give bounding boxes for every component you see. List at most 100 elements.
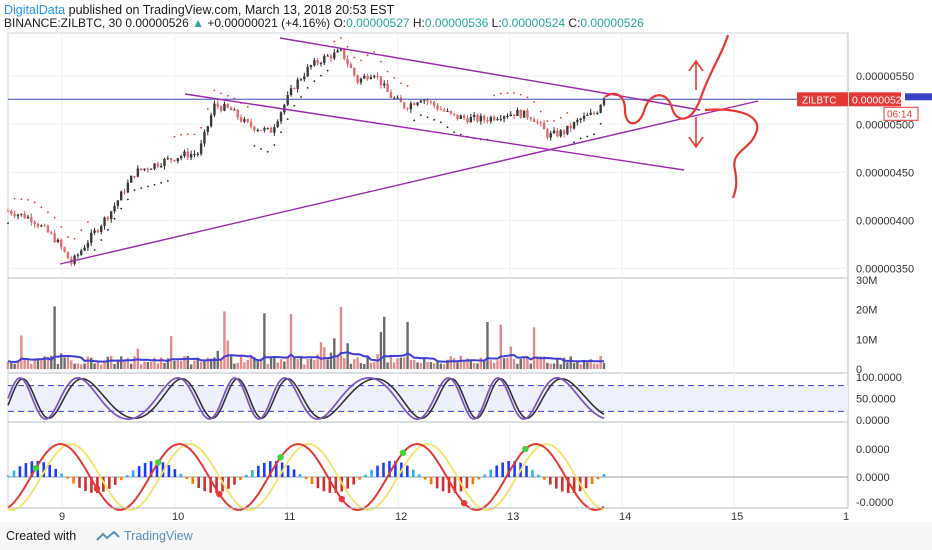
volume-bar: [83, 363, 86, 369]
osc-histogram-bar: [417, 474, 421, 477]
volume-bar: [209, 358, 213, 369]
candle-body: [562, 130, 566, 135]
trendline-upper: [279, 37, 605, 94]
candle-body: [100, 226, 103, 232]
candle-body: [186, 151, 189, 158]
volume-bar: [110, 355, 113, 369]
sar-dot: [60, 225, 63, 228]
volume-bar: [306, 358, 309, 369]
volume-bar: [196, 357, 199, 369]
sar-dot: [100, 239, 103, 241]
sar-dot: [126, 198, 129, 201]
candle-body: [276, 121, 279, 128]
osc-histogram-bar: [435, 477, 439, 489]
candle-body: [526, 110, 529, 118]
candle-body: [413, 103, 416, 105]
author-link[interactable]: DigitalData: [4, 3, 66, 17]
osc-histogram-bar: [537, 474, 540, 477]
ohlc-bar: BINANCE:ZILBTC, 30 0.00000526 ▲ +0.00000…: [4, 16, 644, 31]
candle-body: [226, 104, 229, 108]
volume-bar: [16, 360, 20, 369]
candle-body: [592, 112, 596, 114]
volume-bar: [419, 363, 423, 369]
candle-body: [86, 242, 90, 248]
volume-bar: [496, 360, 499, 369]
osc-histogram-bar: [54, 468, 57, 477]
volume-bar: [223, 311, 226, 369]
volume-bar: [229, 356, 233, 369]
candle-body: [83, 247, 86, 251]
sar-dot: [93, 249, 96, 251]
volume-bar: [423, 358, 426, 369]
osc-cross-dot: [399, 449, 407, 456]
volume-bar: [269, 356, 273, 369]
candle-body: [93, 230, 96, 233]
timer-label: 06:14: [887, 109, 912, 120]
volume-bar: [319, 342, 323, 369]
candle-body: [536, 121, 539, 123]
volume-bar: [90, 357, 93, 369]
candle-body: [393, 97, 396, 99]
candle-body: [442, 109, 446, 112]
volume-bar: [199, 361, 203, 369]
candle-body: [46, 225, 50, 233]
candle-body: [586, 114, 589, 116]
volume-bar: [379, 331, 383, 369]
osc-histogram-bar: [137, 466, 141, 477]
volume-bar: [579, 364, 582, 369]
candle-body: [256, 129, 259, 131]
sar-dot: [226, 94, 229, 97]
osc-histogram-bar: [262, 462, 266, 477]
price-axis-tick: 0.00000400: [856, 215, 914, 227]
candle-body: [579, 118, 582, 121]
stoch-pane: [7, 376, 848, 421]
volume-bar: [116, 359, 120, 369]
candle-body: [529, 117, 532, 120]
sar-dot: [186, 133, 189, 136]
volume-bar: [289, 314, 293, 369]
sar-dot: [193, 133, 196, 136]
volume-bar: [486, 322, 489, 369]
volume-bar: [133, 356, 136, 369]
volume-bar: [562, 357, 566, 369]
candle-body: [80, 250, 83, 255]
candle-body: [166, 158, 170, 160]
osc-histogram-bar: [543, 477, 546, 480]
osc-cross-dot: [154, 459, 162, 466]
chart-canvas[interactable]: 0.00000350 0.00000400 0.00000450 0.00000500…: [0, 0, 932, 522]
timer-badge: [883, 106, 919, 121]
osc-histogram-bar: [555, 477, 558, 489]
candle-body: [243, 119, 246, 122]
osc-histogram-bar: [48, 464, 52, 477]
osc-histogram-bar: [531, 469, 534, 477]
candle-body: [539, 122, 542, 124]
footer-brand[interactable]: TradingView: [124, 529, 193, 543]
osc-histogram-bar: [370, 469, 373, 477]
candle-body: [60, 239, 63, 248]
osc-histogram-bar: [477, 477, 481, 480]
candle-body: [522, 110, 526, 118]
candle-body: [20, 213, 23, 215]
volume-bar: [426, 362, 429, 369]
volume-bar: [476, 363, 479, 369]
sar-dot: [153, 183, 156, 186]
volume-bar: [123, 360, 126, 369]
volume-bar: [406, 322, 409, 369]
sar-dot: [73, 237, 76, 240]
osc-histogram-bar: [185, 477, 189, 479]
volume-bar: [106, 356, 110, 369]
osc-histogram-bar: [447, 477, 451, 493]
sar-dot: [53, 216, 56, 219]
sar-dot: [286, 118, 289, 121]
osc-histogram-bar: [429, 477, 433, 485]
candle-body: [319, 63, 323, 65]
volume-bar: [163, 362, 166, 369]
osc-cross-dot: [216, 490, 223, 498]
candle-body: [193, 153, 196, 155]
sar-dot: [273, 144, 276, 146]
candle-body: [449, 110, 453, 114]
volume-bar: [100, 364, 103, 369]
volume-bar: [266, 363, 269, 369]
volume-bar: [526, 358, 529, 369]
candle-body: [249, 122, 253, 127]
